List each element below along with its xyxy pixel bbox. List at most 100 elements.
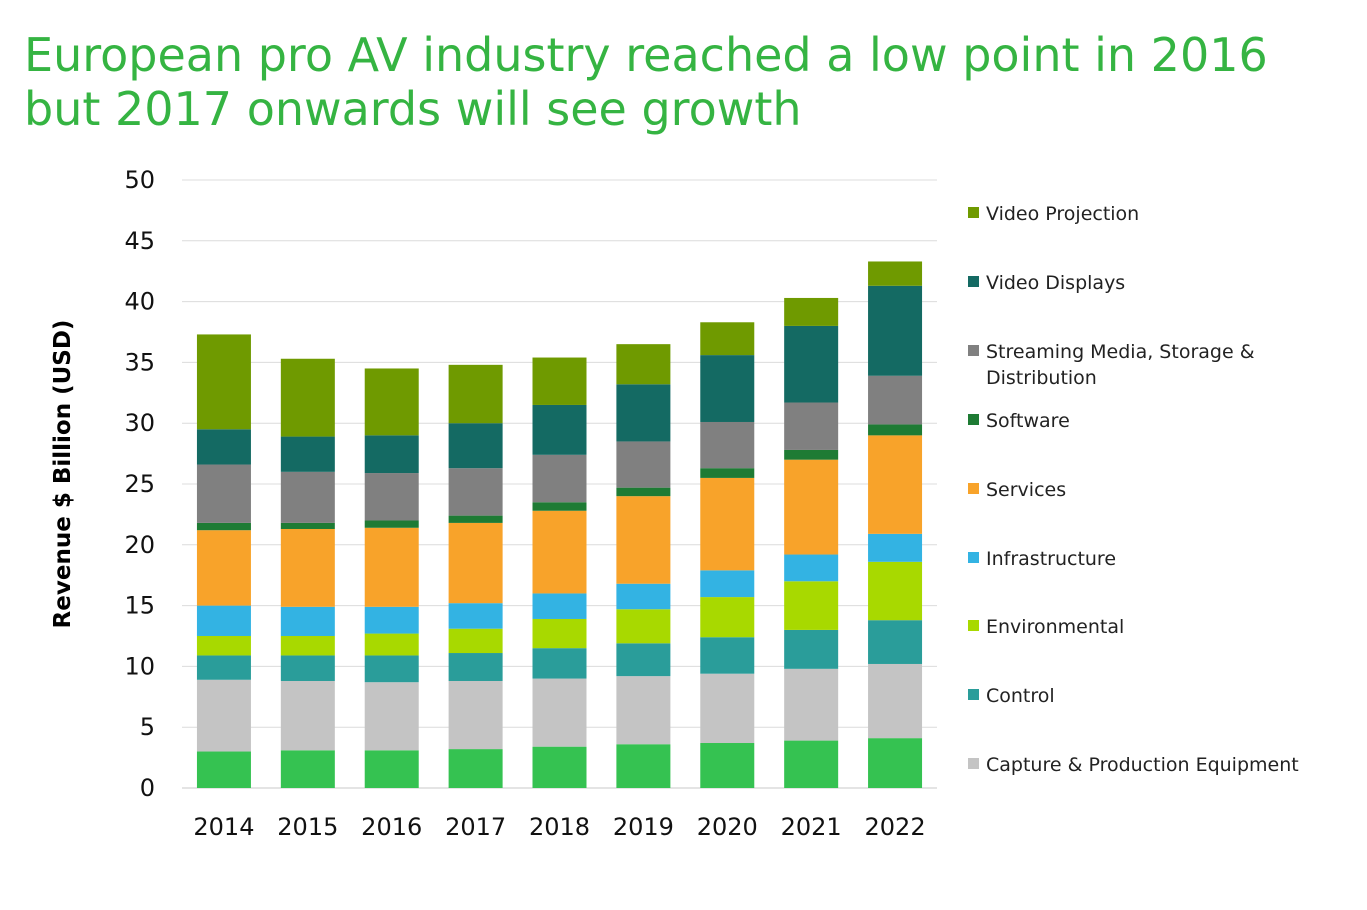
legend-swatch <box>968 276 979 287</box>
bar-segment <box>532 404 587 455</box>
legend: Video Projection Video Displays Streaming … <box>968 0 1363 910</box>
legend-item: Video Displays <box>968 270 1125 296</box>
y-axis-label: Revenue $ Billion (USD) <box>50 320 76 629</box>
bar-segment <box>784 297 839 326</box>
bar-segment <box>196 522 251 531</box>
legend-item: Software <box>968 408 1070 434</box>
bar-segment <box>280 471 335 523</box>
y-tick-label: 15 <box>124 592 155 620</box>
chart-title: European pro AV industry reached a low p… <box>24 28 1268 136</box>
x-tick-label: 2018 <box>529 813 590 841</box>
bar-segment <box>364 750 419 788</box>
legend-item: Streaming Media, Storage & Distribution <box>968 339 1255 391</box>
y-tick-label: 50 <box>124 166 155 194</box>
x-tick-label: 2015 <box>277 813 338 841</box>
bar-segment <box>784 740 839 788</box>
legend-swatch <box>968 483 979 494</box>
y-tick-label: 0 <box>140 774 155 802</box>
legend-label: Software <box>986 410 1070 432</box>
x-tick-label: 2021 <box>781 813 842 841</box>
legend-swatch <box>968 414 979 425</box>
x-tick-label: 2016 <box>361 813 422 841</box>
bar-segment <box>448 364 503 424</box>
bar-segment <box>700 421 755 469</box>
bar-segment <box>868 261 923 286</box>
y-tick-label: 5 <box>140 713 155 741</box>
y-axis-ticks: 0 5 10 15 20 25 30 35 40 45 50 <box>124 166 155 802</box>
bar-segment <box>700 468 755 478</box>
bar-segment <box>280 358 335 437</box>
bar-segment <box>868 663 923 739</box>
legend-swatch <box>968 758 979 769</box>
bar-segment <box>700 355 755 422</box>
bar-segment <box>196 464 251 523</box>
bar-segment <box>616 344 671 385</box>
x-tick-label: 2019 <box>613 813 674 841</box>
bar-segment <box>532 357 587 405</box>
bar-segment <box>784 629 839 669</box>
bar-segment <box>280 528 335 607</box>
bar-segment <box>868 533 923 562</box>
bar-segment <box>364 473 419 521</box>
bar-segment <box>868 285 923 376</box>
bar-segment <box>616 487 671 497</box>
bar-segment <box>364 368 419 436</box>
bar-segment <box>532 502 587 511</box>
bar-segment <box>280 436 335 472</box>
bar-segment <box>280 680 335 751</box>
bar-segment <box>700 597 755 638</box>
bar-segment <box>448 515 503 523</box>
bar-segment <box>700 637 755 674</box>
bar-segment <box>196 605 251 636</box>
bar-segment <box>616 744 671 788</box>
legend-label: Environmental <box>986 616 1125 638</box>
bar-segment <box>700 477 755 571</box>
legend-item: Capture & Production Equipment <box>968 752 1299 778</box>
legend-swatch <box>968 207 979 218</box>
bar-segment <box>448 628 503 654</box>
legend-label: Control <box>986 685 1055 707</box>
x-tick-label: 2017 <box>445 813 506 841</box>
y-tick-label: 35 <box>124 348 155 376</box>
bar-segment <box>196 530 251 606</box>
bar-segment <box>196 751 251 788</box>
y-tick-label: 30 <box>124 409 155 437</box>
x-tick-label: 2014 <box>193 813 254 841</box>
bar-segment <box>784 554 839 582</box>
bar-segment <box>196 636 251 656</box>
bar-segment <box>868 620 923 664</box>
x-tick-label: 2022 <box>865 813 926 841</box>
legend-item: Control <box>968 683 1055 709</box>
bar-segment <box>280 655 335 681</box>
bar-segment <box>364 682 419 751</box>
bar-segment <box>616 583 671 610</box>
bar-segment <box>196 334 251 430</box>
bar-segment <box>868 435 923 534</box>
legend-item: Infrastructure <box>968 546 1116 572</box>
bar-segment <box>448 653 503 681</box>
x-axis-ticks: 2014 2015 2016 2017 2018 2019 2020 2021 2022 <box>193 813 925 841</box>
y-tick-label: 45 <box>124 227 155 255</box>
bar-segment <box>448 749 503 788</box>
bar-segment <box>532 454 587 503</box>
legend-swatch <box>968 620 979 631</box>
bar-segment <box>280 522 335 529</box>
bar-segment <box>448 423 503 469</box>
bar-segment <box>700 322 755 356</box>
y-tick-label: 10 <box>124 652 155 680</box>
bar-segment <box>364 527 419 607</box>
bar-segment <box>364 655 419 683</box>
bar-segment <box>364 520 419 528</box>
legend-swatch <box>968 689 979 700</box>
y-tick-label: 40 <box>124 288 155 316</box>
bar-segment <box>616 441 671 488</box>
bar-segment <box>868 561 923 621</box>
bar-segment <box>448 522 503 604</box>
bar-segment <box>616 643 671 677</box>
bar-segment <box>868 424 923 436</box>
bar-segment <box>196 679 251 752</box>
bar-segment <box>280 750 335 788</box>
legend-label: Services <box>986 479 1067 501</box>
bar-segment <box>784 581 839 630</box>
